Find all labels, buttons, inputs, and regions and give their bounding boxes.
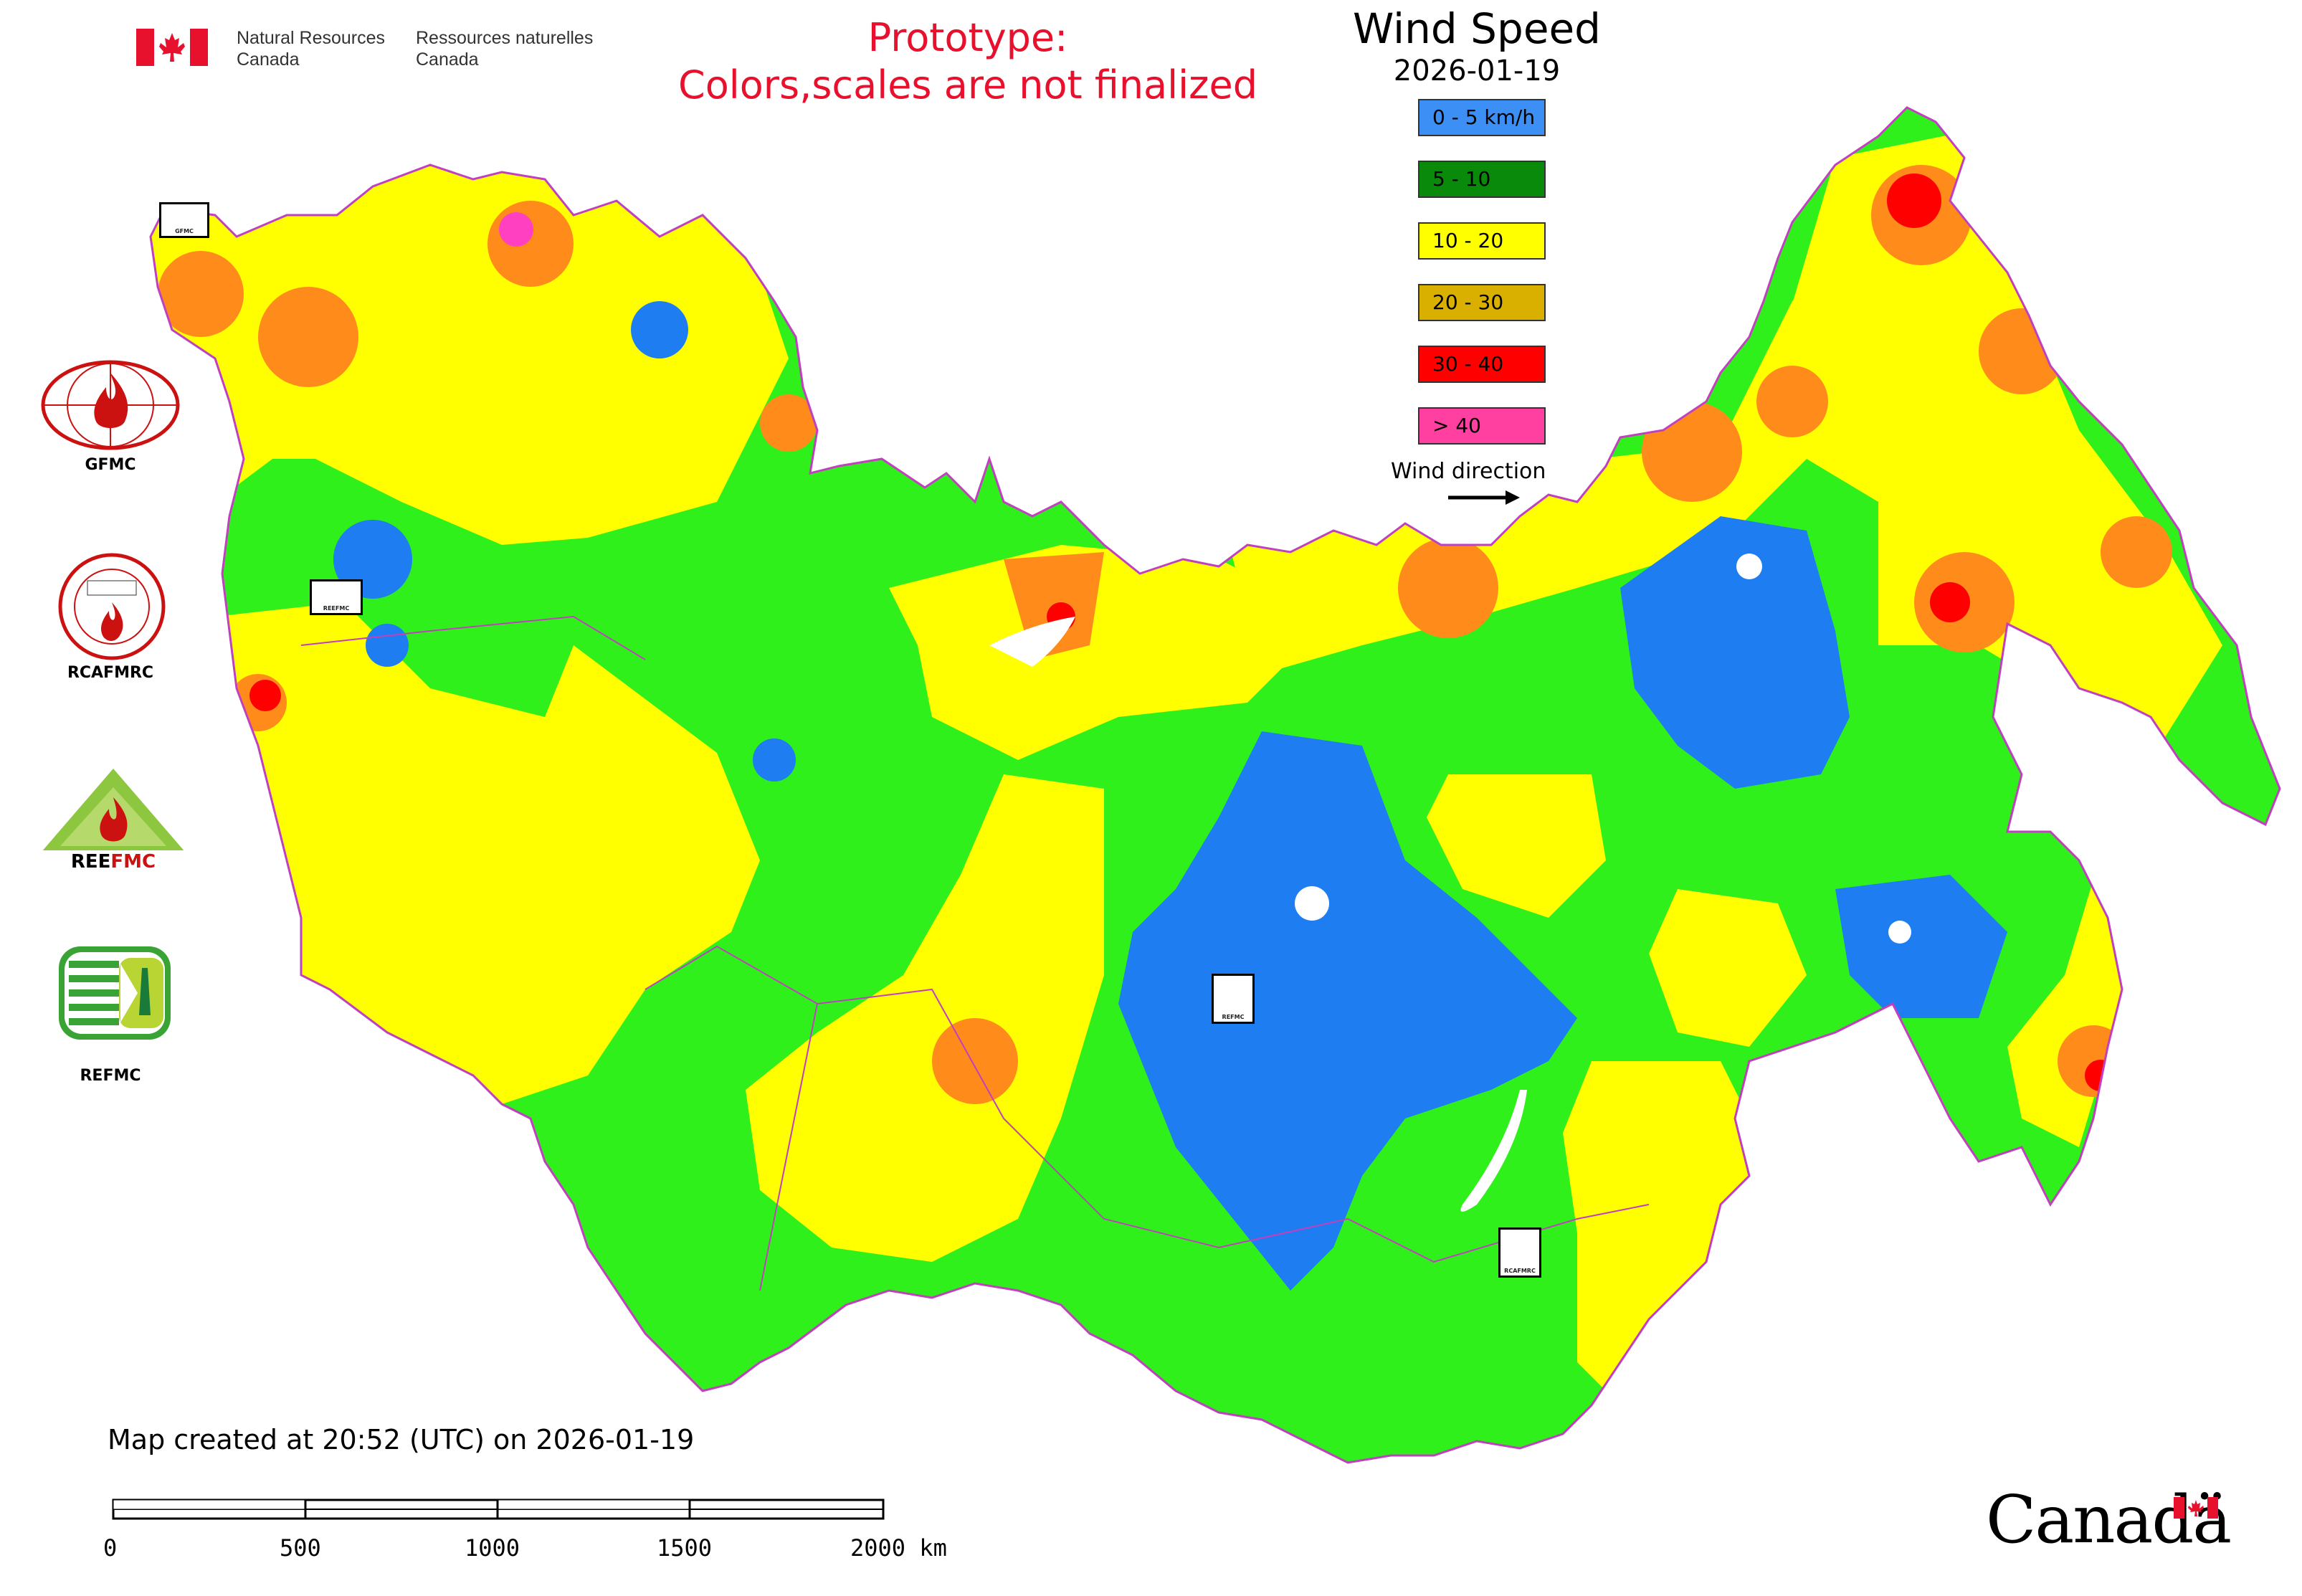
logo-label-refmc: REFMC xyxy=(80,1067,141,1085)
station-marker-rcafmrc[interactable]: RCAFMRC xyxy=(1498,1227,1541,1278)
country-borders xyxy=(300,615,1650,1291)
canada-flag-icon xyxy=(136,29,208,66)
legend-class-label: 30 - 40 xyxy=(1432,352,1504,376)
legend-class-1: 5 - 10 xyxy=(1418,161,1546,198)
station-marker-label: RCAFMRC xyxy=(1504,1268,1536,1274)
scale-tick-1000: 1000 xyxy=(465,1534,520,1562)
scale-tick-1500: 1500 xyxy=(657,1534,713,1562)
legend-class-label: 0 - 5 km/h xyxy=(1432,105,1536,129)
scale-bar xyxy=(112,1498,885,1520)
legend-class-label: 20 - 30 xyxy=(1432,290,1504,314)
legend-class-label: 10 - 20 xyxy=(1432,229,1504,252)
scale-tick-500: 500 xyxy=(280,1534,321,1562)
legend-class-5: > 40 xyxy=(1418,407,1546,445)
legend-date: 2026-01-19 xyxy=(1393,54,1561,87)
legend-class-label: 5 - 10 xyxy=(1432,167,1491,191)
canada-wordmark-flag-icon xyxy=(2174,1497,2218,1519)
station-marker-label: GFMC xyxy=(175,228,194,234)
logo-label-rcafmrc: RCAFMRC xyxy=(67,664,154,682)
map-created-timestamp: Map created at 20:52 (UTC) on 2026-01-19 xyxy=(108,1424,695,1455)
legend-title: Wind Speed xyxy=(1352,4,1602,53)
reefmc-logo-icon: REEFMC xyxy=(42,769,185,873)
org-name-fr-line2: Canada xyxy=(416,49,479,70)
station-marker-gfmc[interactable]: GFMC xyxy=(159,202,209,238)
rcafmrc-logo-icon xyxy=(58,553,166,660)
refmc-logo-icon xyxy=(59,946,171,1040)
station-marker-refmc[interactable]: REFMC xyxy=(1212,974,1255,1024)
org-name-en-line1: Natural Resources xyxy=(237,28,386,48)
gfmc-logo-icon xyxy=(41,360,180,450)
station-marker-label: REEFMC xyxy=(323,605,350,612)
coastline xyxy=(149,106,2281,1464)
prototype-notice-line1: Prototype: xyxy=(867,15,1068,60)
prototype-notice-line2: Colors,scales are not finalized xyxy=(678,62,1257,108)
legend-class-label: > 40 xyxy=(1432,414,1481,437)
wind-direction-label: Wind direction xyxy=(1391,459,1546,484)
org-name-fr-line1: Ressources naturelles xyxy=(416,28,594,48)
scale-tick-0: 0 xyxy=(103,1534,118,1562)
wind-direction-arrow-icon xyxy=(1448,490,1520,505)
legend-class-2: 10 - 20 xyxy=(1418,222,1546,260)
station-marker-reefmc[interactable]: REEFMC xyxy=(310,579,363,615)
station-marker-label: REFMC xyxy=(1222,1014,1245,1020)
logo-label-gfmc: GFMC xyxy=(85,456,136,474)
legend-class-0: 0 - 5 km/h xyxy=(1418,99,1546,136)
prototype-notice: Prototype: Colors,scales are not finaliz… xyxy=(645,14,1290,109)
legend-class-3: 20 - 30 xyxy=(1418,284,1546,321)
reefmc-logo-text: REEFMC xyxy=(71,851,156,873)
canada-wordmark: Canadä xyxy=(1986,1481,2232,1558)
scale-tick-2000: 2000 km xyxy=(850,1534,947,1562)
org-name-en-line2: Canada xyxy=(237,49,300,70)
nrcan-signature: Natural Resources Canada Ressources natu… xyxy=(136,28,609,79)
legend-class-4: 30 - 40 xyxy=(1418,346,1546,383)
